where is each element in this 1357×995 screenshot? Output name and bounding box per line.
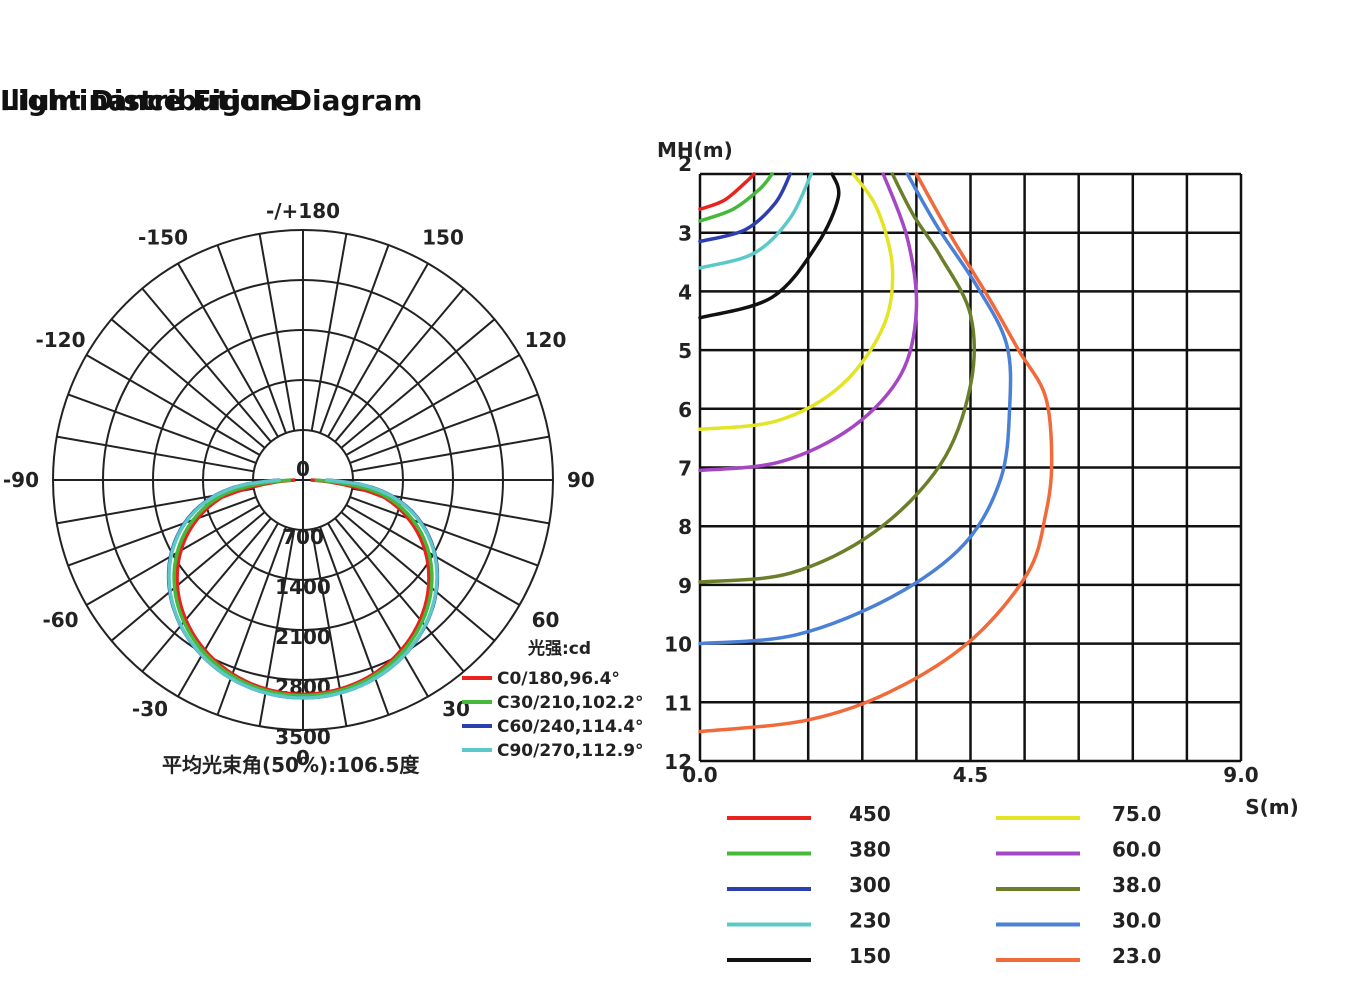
illum-series-curve xyxy=(698,172,1054,734)
polar-angle-label: 90 xyxy=(567,468,595,492)
polar-grid-spoke xyxy=(352,435,550,473)
polar-unit-label: 光强:cd xyxy=(527,638,591,659)
polar-beam-angle-footnote: 平均光束角(50%):106.5度 xyxy=(162,753,420,777)
polar-grid-spoke xyxy=(67,496,257,567)
illum-x-tick-label: 0.0 xyxy=(682,763,717,787)
polar-angle-label: -/+180 xyxy=(266,199,340,223)
polar-grid-spoke xyxy=(334,517,465,673)
illum-series-curve xyxy=(698,172,1013,646)
illum-y-tick-label: 10 xyxy=(664,633,692,657)
illum-legend-label: 380 xyxy=(849,838,891,862)
polar-legend-label: C90/270,112.9° xyxy=(497,741,644,761)
polar-series-curve xyxy=(172,478,434,698)
illum-y-axis-label: MH(m) xyxy=(657,138,733,162)
illum-legend-label: 38.0 xyxy=(1112,873,1161,897)
polar-grid-spoke xyxy=(177,522,279,698)
illum-legend-label: 450 xyxy=(849,802,891,826)
polar-radial-label: 0 xyxy=(296,457,310,481)
illum-legend-label: 230 xyxy=(849,909,891,933)
polar-legend-label: C60/240,114.4° xyxy=(497,717,644,737)
illum-legend-label: 30.0 xyxy=(1112,909,1161,933)
polar-radial-label: 700 xyxy=(282,525,324,549)
polar-grid-spoke xyxy=(216,244,287,434)
polar-chart: -/+180150-150120-12090-9060-6030-3000700… xyxy=(3,199,644,777)
illum-legend-label: 300 xyxy=(849,873,891,897)
polar-grid-spoke xyxy=(56,435,254,473)
polar-angle-label: -150 xyxy=(138,226,188,250)
illum-series-curve xyxy=(698,172,756,211)
illum-y-tick-label: 8 xyxy=(678,515,692,539)
illum-series-curve xyxy=(698,172,813,270)
illum-series-curve xyxy=(698,172,976,584)
polar-grid-spoke xyxy=(177,262,279,438)
illum-series-curve xyxy=(698,172,792,244)
polar-angle-label: -60 xyxy=(42,608,78,632)
polar-grid-spoke xyxy=(141,287,272,443)
polar-grid-spoke xyxy=(349,393,539,464)
illum-legend-label: 150 xyxy=(849,944,891,968)
illum-legend-label: 75.0 xyxy=(1112,802,1161,826)
polar-grid-spoke xyxy=(349,496,539,567)
polar-grid-spoke xyxy=(216,526,287,716)
polar-grid-spoke xyxy=(319,526,390,716)
polar-angle-label: 0 xyxy=(296,746,310,770)
polar-grid-spoke xyxy=(141,517,272,673)
polar-radial-label: 3500 xyxy=(275,725,331,749)
polar-angle-label: 60 xyxy=(532,608,560,632)
illum-x-axis-label: S(m) xyxy=(1245,795,1299,819)
polar-angle-label: 120 xyxy=(525,328,567,352)
polar-angle-label: -120 xyxy=(35,328,85,352)
illum-legend-label: 60.0 xyxy=(1112,838,1161,862)
polar-grid-spoke xyxy=(340,511,496,642)
polar-legend-label: C0/180,96.4° xyxy=(497,669,620,689)
illum-y-tick-label: 4 xyxy=(678,280,692,304)
illum-legend-label: 23.0 xyxy=(1112,944,1161,968)
illum-y-tick-label: 2 xyxy=(678,152,692,176)
polar-grid-spoke xyxy=(67,393,257,464)
polar-grid-spoke xyxy=(110,318,266,449)
polar-grid-spoke xyxy=(345,354,521,456)
polar-grid-spoke xyxy=(310,233,348,431)
polar-angle-label: 150 xyxy=(422,226,464,250)
polar-radial-label: 2100 xyxy=(275,625,331,649)
polar-angle-label: -90 xyxy=(3,468,39,492)
polar-grid-spoke xyxy=(340,318,496,449)
illum-series-curve xyxy=(698,172,895,432)
illuminance-chart: MH(m) S(m) 2 3 4 5 6 7 8 9 10 11 120.0 4.5 9.0 450 380 30… xyxy=(657,138,1299,968)
polar-radial-label: 1400 xyxy=(275,575,331,599)
illum-y-tick-label: 7 xyxy=(678,457,692,481)
illum-y-tick-label: 3 xyxy=(678,222,692,246)
polar-grid-spoke xyxy=(85,354,261,456)
illum-y-tick-label: 6 xyxy=(678,398,692,422)
illum-series-curve xyxy=(698,172,841,320)
polar-grid-spoke xyxy=(258,233,296,431)
illuminance-chart-title: Illuminance Figure xyxy=(0,84,294,117)
polar-grid-spoke xyxy=(327,262,429,438)
polar-grid-spoke xyxy=(110,511,266,642)
polar-series-curve xyxy=(167,478,439,700)
polar-grid-spoke xyxy=(334,287,465,443)
polar-grid-spoke xyxy=(327,522,429,698)
illum-y-tick-label: 11 xyxy=(664,691,692,715)
polar-legend-label: C30/210,102.2° xyxy=(497,693,644,713)
illum-x-tick-label: 9.0 xyxy=(1223,763,1258,787)
polar-chart-title: Light Distribution Diagram xyxy=(0,84,423,117)
illum-series-curve xyxy=(698,172,774,223)
illum-series-curve xyxy=(698,172,919,473)
illum-x-tick-label: 4.5 xyxy=(953,763,988,787)
illum-y-tick-label: 5 xyxy=(678,339,692,363)
illum-y-tick-label: 12 xyxy=(664,750,692,774)
illum-y-tick-label: 9 xyxy=(678,574,692,598)
polar-angle-label: -30 xyxy=(132,697,168,721)
polar-grid-spoke xyxy=(319,244,390,434)
